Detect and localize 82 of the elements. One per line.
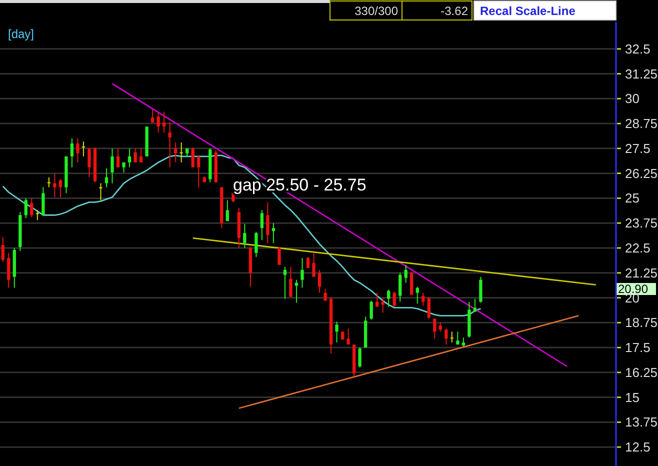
candlestick xyxy=(180,142,183,163)
candlestick xyxy=(260,210,264,241)
candlestick xyxy=(289,266,292,298)
y-tick-label: 17.5 xyxy=(625,340,650,356)
candlestick xyxy=(24,198,28,219)
candlestick xyxy=(128,148,132,168)
y-tick-label: 32.5 xyxy=(625,41,650,56)
candlestick xyxy=(139,148,143,163)
candlestick xyxy=(266,202,270,244)
line-series xyxy=(2,154,482,316)
y-tick-label: 25 xyxy=(625,190,640,206)
y-tick-label: 15 xyxy=(625,390,640,405)
candlestick xyxy=(197,156,200,188)
candlestick xyxy=(358,347,362,368)
candlestick xyxy=(346,328,350,346)
candlestick xyxy=(243,224,246,248)
candlestick xyxy=(410,271,414,296)
candlestick xyxy=(82,140,86,157)
candlestick xyxy=(450,331,454,344)
candlestick xyxy=(191,146,194,168)
candlestick xyxy=(387,289,390,308)
candlestick xyxy=(104,168,108,188)
candlestick xyxy=(76,138,80,163)
candlestick xyxy=(433,318,436,340)
candlestick xyxy=(30,198,34,218)
candlestick xyxy=(376,292,379,308)
candlestick xyxy=(416,286,419,304)
candlestick xyxy=(306,256,310,268)
candlestick xyxy=(473,298,477,312)
y-tick-label: 12.5 xyxy=(625,440,650,455)
candlestick xyxy=(70,138,74,168)
text: 330/300 xyxy=(354,4,398,18)
candlestick xyxy=(254,232,258,258)
candlestick xyxy=(88,148,91,178)
candlestick xyxy=(168,122,172,168)
candlestick xyxy=(134,148,137,163)
candlestick xyxy=(42,186,45,216)
candlestick xyxy=(283,266,287,300)
candlestick xyxy=(7,252,10,288)
chart-title: [day] xyxy=(8,27,34,41)
candlestick xyxy=(381,297,384,314)
y-tick-label: 23.75 xyxy=(625,216,658,231)
candlestick xyxy=(427,297,430,320)
candlestick xyxy=(312,252,316,278)
candlestick xyxy=(116,148,120,168)
candlestick xyxy=(226,200,229,222)
candlestick xyxy=(456,331,460,346)
y-tick-label: 30 xyxy=(625,91,640,106)
candlestick xyxy=(444,328,448,346)
candlestick xyxy=(278,246,281,266)
y-tick-label: 13.75 xyxy=(625,414,658,430)
text: -3.62 xyxy=(440,4,468,18)
candlestick xyxy=(404,264,408,284)
y-tick-label: 26.25 xyxy=(625,166,658,181)
candlestick xyxy=(53,172,56,198)
y-tick-label: 18.75 xyxy=(625,315,658,330)
y-tick-label: 21.25 xyxy=(625,265,658,280)
text: Recal Scale-Line xyxy=(480,4,576,18)
candlestick xyxy=(398,272,402,302)
candlestick xyxy=(47,176,51,188)
candlestick xyxy=(99,182,102,201)
candlestick xyxy=(58,178,62,198)
candlestick xyxy=(335,321,338,344)
candlestick xyxy=(318,269,322,294)
candlestick xyxy=(162,111,166,133)
y-tick-label: 28.75 xyxy=(625,116,658,132)
candlestick xyxy=(110,148,114,184)
y-tick-label: 22.5 xyxy=(625,240,650,256)
candlestick xyxy=(294,279,298,304)
candlestick xyxy=(156,112,160,133)
candlestick xyxy=(370,300,373,320)
y-tick-label: 31.25 xyxy=(625,66,658,82)
candlestick xyxy=(150,109,154,124)
candlestick xyxy=(300,257,304,288)
y-tick-label: 27.5 xyxy=(625,140,650,156)
candlestick xyxy=(479,276,482,304)
candlestick xyxy=(392,291,396,308)
y-tick-label: 16.25 xyxy=(625,364,658,380)
candlestick xyxy=(36,210,40,221)
candlestick xyxy=(174,142,178,163)
candlestick xyxy=(272,222,276,244)
candlestick xyxy=(1,236,4,262)
